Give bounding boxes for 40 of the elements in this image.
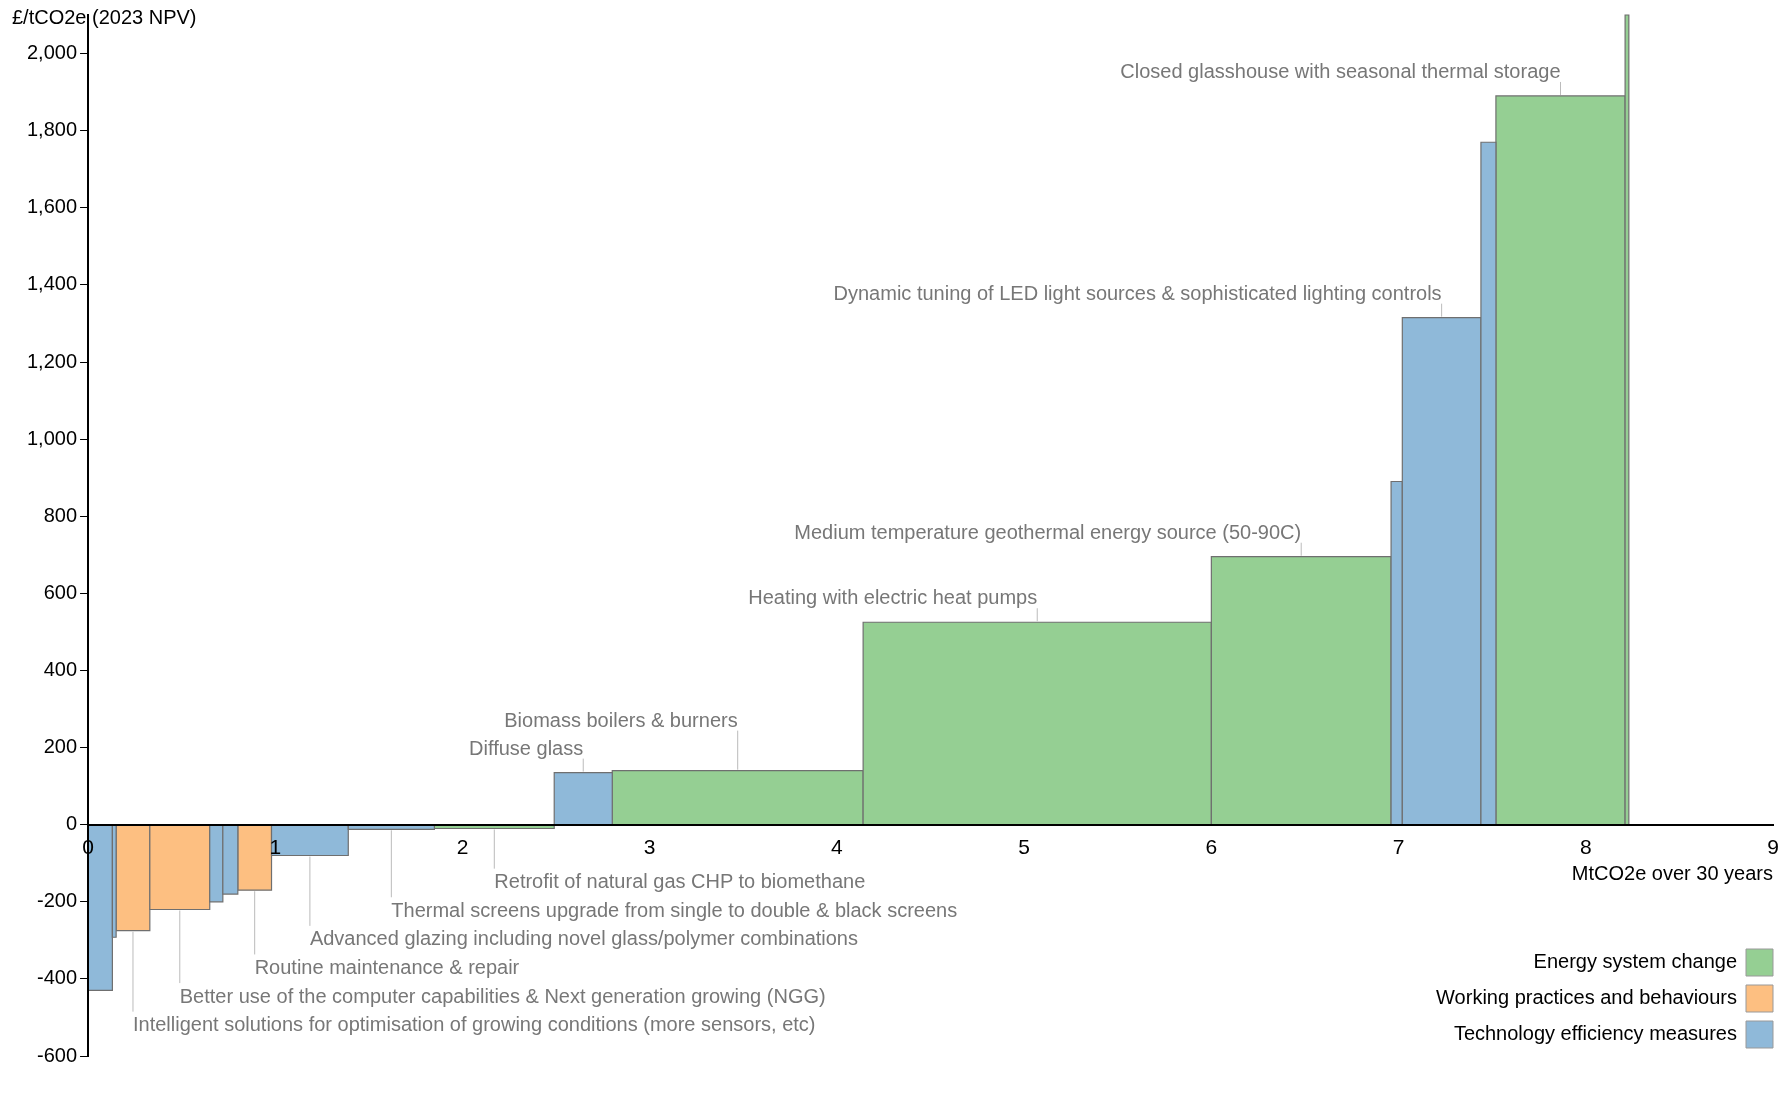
y-tick-label: 1,000	[26, 426, 78, 449]
y-axis-title: £/tCO2e (2023 NPV)	[12, 5, 197, 28]
annotation: Routine maintenance & repair	[254, 955, 520, 978]
x-axis-title: MtCO2e over 30 years	[1571, 862, 1773, 885]
x-tick-label: 2	[456, 835, 469, 859]
x-tick-label: 1	[269, 835, 282, 859]
annotation: Advanced glazing including novel glass/polymer combinations	[309, 927, 859, 950]
y-tick-label: 2,000	[26, 41, 78, 64]
y-tick-label: 1,200	[26, 349, 78, 372]
y-tick-label: 1,400	[26, 272, 78, 295]
y-tick-label: -400	[37, 966, 78, 989]
y-tick-label: 400	[43, 657, 78, 680]
annotation: Closed glasshouse with seasonal thermal storage	[1120, 59, 1561, 82]
y-tick-label: -600	[37, 1043, 78, 1066]
legend-label: Working practices and behaviours	[1436, 985, 1737, 1008]
y-tick-label: 800	[43, 503, 78, 526]
legend-label: Technology efficiency measures	[1453, 1021, 1737, 1044]
x-tick-label: 9	[1767, 835, 1779, 859]
y-tick-label: 1,800	[26, 118, 78, 141]
annotation: Heating with electric heat pumps	[748, 586, 1038, 609]
x-tick-label: 8	[1579, 835, 1592, 859]
annotation: Dynamic tuning of LED light sources & sophisticated lighting controls	[833, 281, 1442, 304]
y-tick-label: 200	[43, 735, 78, 758]
annotation: Better use of the computer capabilities & Next generation growing (NGG)	[179, 984, 826, 1007]
annotation: Diffuse glass	[469, 736, 584, 759]
legend-label: Energy system change	[1533, 949, 1737, 972]
annotation: Intelligent solutions for optimisation of growing conditions (more sensors, etc)	[132, 1013, 816, 1036]
x-tick-label: 6	[1205, 835, 1218, 859]
y-tick-label: 600	[43, 580, 78, 603]
x-tick-label: 4	[831, 835, 844, 859]
y-tick-label: 1,600	[26, 195, 78, 218]
y-tick-label: -200	[37, 889, 78, 912]
annotation: Retrofit of natural gas CHP to biomethane	[494, 870, 866, 893]
annotation: Thermal screens upgrade from single to double & black screens	[391, 898, 958, 921]
x-tick-label: 5	[1018, 835, 1030, 859]
annotation: Medium temperature geothermal energy source (50-90C)	[794, 520, 1302, 543]
y-tick-label: 0	[65, 812, 78, 835]
x-tick-label: 7	[1392, 835, 1405, 859]
annotation: Biomass boilers & burners	[504, 708, 738, 731]
x-tick-label: 3	[643, 835, 656, 859]
